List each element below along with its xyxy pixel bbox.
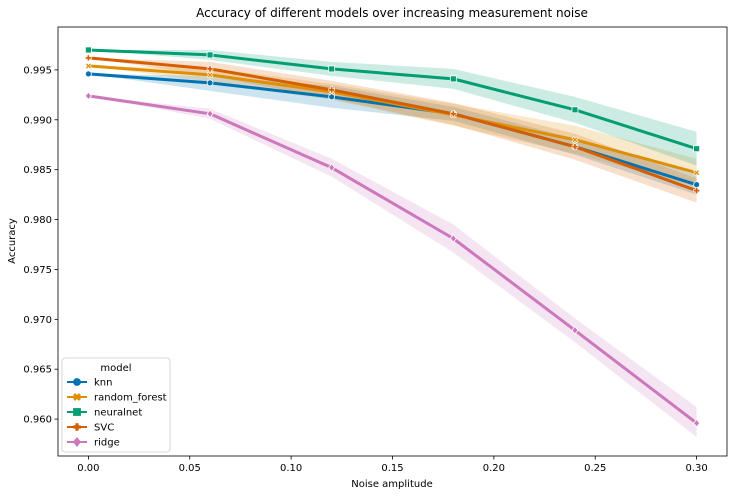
y-tick-label: 0.975 [23,265,52,276]
y-axis-label: Accuracy [7,218,18,264]
y-tick-label: 0.980 [23,215,52,226]
data-point-neuralnet [85,46,92,54]
legend-marker-knn [73,378,81,386]
data-point-neuralnet [206,51,214,59]
legend-label-knn: knn [94,378,112,389]
confidence-band-random_forest [88,65,697,187]
data-point-SVC [693,187,700,194]
series-line-SVC [86,56,699,193]
data-point-random_forest [84,62,92,70]
y-tick-label: 0.965 [23,365,52,376]
data-point-random_forest [206,71,214,79]
legend-title: model [100,363,131,374]
legend-item-random_forest: random_forest [67,393,167,404]
legend-marker-SVC [73,423,81,431]
series-SVC [85,54,700,194]
data-point-SVC [328,86,335,94]
legend-label-ridge: ridge [94,438,120,449]
data-point-ridge [449,234,457,243]
x-axis-label: Noise amplitude [351,479,432,490]
x-tick-label: 0.30 [685,463,707,474]
data-point-knn [85,70,92,78]
x-tick-label: 0.10 [280,463,302,474]
data-point-ridge [206,109,214,119]
y-tick-label: 0.995 [23,65,52,76]
x-tick-label: 0.20 [483,463,505,474]
legend-item-ridge: ridge [67,436,120,449]
legend-marker-random_forest [73,393,81,401]
series-ridge [84,91,701,428]
data-point-SVC [571,143,579,151]
legend-box [61,357,171,453]
x-tick-label: 0.00 [77,463,99,474]
data-point-neuralnet [693,145,700,153]
data-point-neuralnet [449,75,457,83]
x-axis: 0.00 0.05 0.10 0.15 0.20 0.25 0.30 [77,456,708,474]
data-point-ridge [571,325,579,335]
legend-items: knn random_forest neuralnet SVC ridge [67,378,167,449]
data-point-SVC [206,65,214,73]
x-tick-label: 0.05 [179,463,201,474]
x-tick-label: 0.25 [584,463,606,474]
series-line-ridge [86,94,699,425]
legend: model knn random_forest neuralnet SVC ridge [61,357,171,453]
data-point-random_forest [693,169,701,177]
chart-title: Accuracy of different models over increa… [196,6,588,20]
data-point-neuralnet [571,106,579,114]
data-point-ridge [84,91,92,101]
legend-item-SVC: SVC [67,423,114,434]
data-point-knn [206,79,214,87]
y-tick-label: 0.990 [23,115,52,126]
data-point-SVC [85,54,92,62]
series-layer [84,46,701,438]
legend-marker-ridge [72,436,82,448]
data-point-SVC [450,110,457,118]
y-tick-label: 0.960 [23,415,52,426]
confidence-band-knn [88,73,697,195]
data-point-ridge [328,163,336,173]
data-point-ridge [693,418,701,428]
data-point-neuralnet [328,65,336,73]
series-neuralnet [85,46,700,153]
y-axis: 0.960 0.965 0.970 0.975 0.980 0.985 0.990 0.995 [23,65,58,426]
legend-marker-neuralnet [73,408,81,416]
x-tick-label: 0.15 [381,463,403,474]
data-point-random_forest [571,136,579,144]
data-point-knn [693,181,700,189]
series-line-neuralnet [86,48,699,151]
legend-item-knn: knn [67,378,112,389]
data-point-knn [328,93,336,101]
legend-label-random_forest: random_forest [94,393,167,404]
legend-item-neuralnet: neuralnet [67,408,142,419]
legend-label-neuralnet: neuralnet [94,408,142,419]
legend-label-SVC: SVC [94,423,114,434]
y-tick-label: 0.970 [23,315,52,326]
y-tick-label: 0.985 [23,165,52,176]
